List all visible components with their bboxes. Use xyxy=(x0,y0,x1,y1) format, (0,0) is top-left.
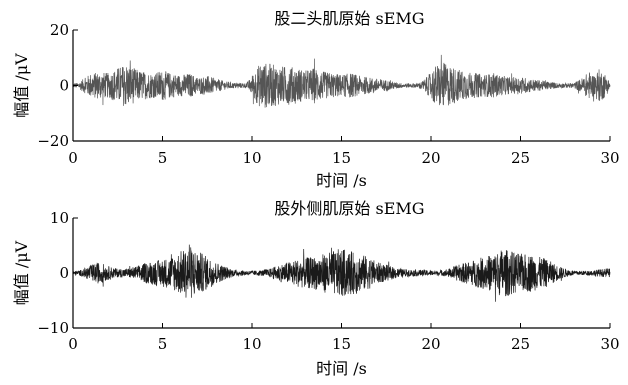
signal-trace xyxy=(72,54,611,108)
x-tick-label: 25 xyxy=(511,149,530,167)
x-tick-label: 0 xyxy=(68,149,78,167)
x-axis-label: 时间 /s xyxy=(316,359,367,378)
y-tick-label: −10 xyxy=(37,319,69,337)
x-tick-label: 20 xyxy=(421,335,440,353)
signal-trace xyxy=(72,244,611,302)
x-tick-label: 30 xyxy=(600,335,619,353)
y-axis-label: 幅值 /μV xyxy=(12,53,31,118)
y-tick-label: 20 xyxy=(50,21,69,39)
x-tick-label: 10 xyxy=(242,149,261,167)
x-tick-label: 20 xyxy=(421,149,440,167)
chart-title: 股二头肌原始 sEMG xyxy=(274,9,424,28)
x-tick-label: 15 xyxy=(332,149,351,167)
x-tick-label: 10 xyxy=(242,335,261,353)
x-tick-label: 25 xyxy=(511,335,530,353)
chart-title: 股外侧肌原始 sEMG xyxy=(274,199,424,218)
x-tick-label: 30 xyxy=(600,149,619,167)
y-tick-label: −20 xyxy=(37,132,69,150)
y-tick-label: 10 xyxy=(50,209,69,227)
x-tick-label: 0 xyxy=(68,335,78,353)
x-axis-label: 时间 /s xyxy=(316,171,367,190)
y-tick-label: 0 xyxy=(59,264,69,282)
x-tick-label: 5 xyxy=(158,149,168,167)
x-tick-label: 15 xyxy=(332,335,351,353)
y-axis-label: 幅值 /μV xyxy=(12,240,31,305)
x-tick-label: 5 xyxy=(158,335,168,353)
y-tick-label: 0 xyxy=(59,77,69,95)
